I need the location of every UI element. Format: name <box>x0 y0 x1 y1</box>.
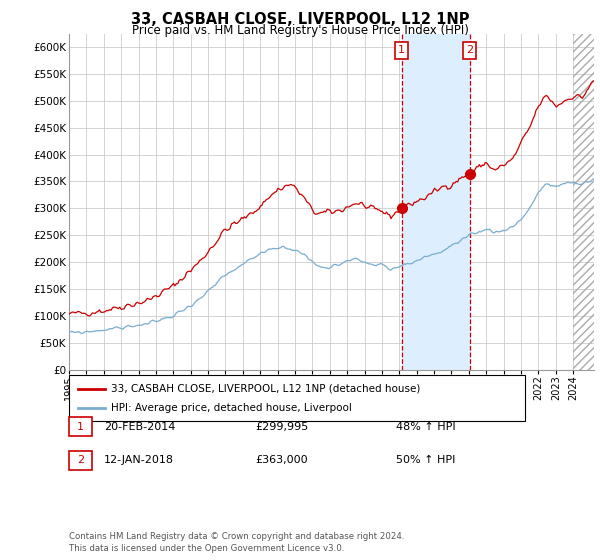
Text: £363,000: £363,000 <box>255 455 308 465</box>
Text: Contains HM Land Registry data © Crown copyright and database right 2024.
This d: Contains HM Land Registry data © Crown c… <box>69 532 404 553</box>
Text: 33, CASBAH CLOSE, LIVERPOOL, L12 1NP (detached house): 33, CASBAH CLOSE, LIVERPOOL, L12 1NP (de… <box>111 384 421 394</box>
Text: 2: 2 <box>466 45 473 55</box>
Text: 1: 1 <box>398 45 405 55</box>
Text: 12-JAN-2018: 12-JAN-2018 <box>104 455 174 465</box>
Text: 50% ↑ HPI: 50% ↑ HPI <box>396 455 455 465</box>
Text: 48% ↑ HPI: 48% ↑ HPI <box>396 422 455 432</box>
Text: 20-FEB-2014: 20-FEB-2014 <box>104 422 175 432</box>
Text: 1: 1 <box>77 422 84 432</box>
Text: 2: 2 <box>77 455 84 465</box>
Text: HPI: Average price, detached house, Liverpool: HPI: Average price, detached house, Live… <box>111 403 352 413</box>
Text: £299,995: £299,995 <box>255 422 308 432</box>
Text: 33, CASBAH CLOSE, LIVERPOOL, L12 1NP: 33, CASBAH CLOSE, LIVERPOOL, L12 1NP <box>131 12 469 27</box>
Text: Price paid vs. HM Land Registry's House Price Index (HPI): Price paid vs. HM Land Registry's House … <box>131 24 469 37</box>
Bar <box>573 34 594 370</box>
Bar <box>401 34 470 370</box>
